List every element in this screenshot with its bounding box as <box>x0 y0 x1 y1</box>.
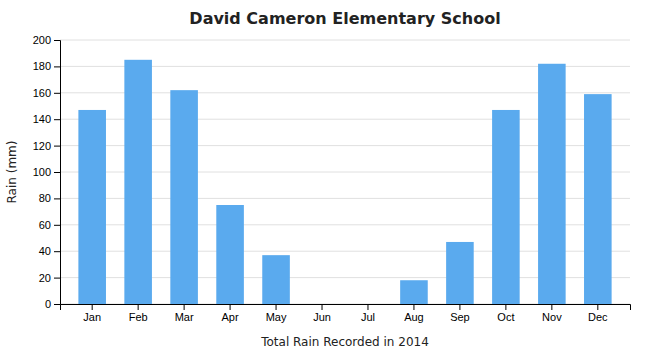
x-axis: Jan Feb Mar Apr May Jun Jul Aug Sep Oct Nov Dec <box>61 304 631 323</box>
x-tick: Aug <box>404 304 424 323</box>
plot-area: Jan Feb Mar Apr May Jun Jul Aug Sep Oct Nov Dec 0 20 4… <box>33 34 631 323</box>
y-tick: 200 <box>33 34 60 46</box>
x-tick: May <box>266 304 287 323</box>
bar <box>78 110 106 304</box>
title: David Cameron Elementary School <box>189 9 500 28</box>
y-tick: 80 <box>39 192 60 204</box>
x-tick: Jun <box>313 304 331 323</box>
bar <box>124 60 152 304</box>
x-tick-label: Apr <box>222 311 239 323</box>
x-tick: Jan <box>83 304 101 323</box>
x-tick: Nov <box>542 304 562 323</box>
x-tick-mark <box>459 304 460 310</box>
x-tick: Feb <box>129 304 148 323</box>
x-tick-mark <box>92 304 93 310</box>
y-tick-label: 200 <box>33 34 51 46</box>
y-tick: 120 <box>33 140 60 152</box>
y-tick-mark <box>54 251 60 252</box>
x-tick-mark <box>367 304 368 310</box>
x-tick-label: Jan <box>83 311 101 323</box>
y-tick-label: 40 <box>39 245 51 257</box>
chart-svg: Jan Feb Mar Apr May Jun Jul Aug Sep Oct Nov Dec 0 20 4… <box>0 0 650 360</box>
x-tick-mark <box>138 304 139 310</box>
x-tick: Sep <box>450 304 470 323</box>
bar <box>308 304 336 305</box>
y-tick-mark <box>54 66 60 67</box>
x-tick-mark <box>184 304 185 310</box>
x-tick: Dec <box>588 304 608 323</box>
y-tick-mark <box>54 172 60 173</box>
x-tick-label: Aug <box>404 311 424 323</box>
y-axis-line <box>54 41 61 305</box>
x-tick-label: Nov <box>542 311 562 323</box>
y-tick-label: 120 <box>33 140 51 152</box>
x-tick-mark <box>230 304 231 310</box>
x-tick: Apr <box>222 304 239 323</box>
y-tick: 160 <box>33 87 60 99</box>
y-tick-mark <box>54 93 60 94</box>
x-tick-label: Jul <box>361 311 375 323</box>
x-tick-label: Oct <box>497 311 514 323</box>
bar <box>262 255 290 304</box>
y-tick-mark <box>54 225 60 226</box>
y-tick: 40 <box>39 245 60 257</box>
bar <box>216 205 244 304</box>
x-tick-label: Feb <box>129 311 148 323</box>
x-tick: Oct <box>497 304 514 323</box>
y-tick: 180 <box>33 60 60 72</box>
y-axis-title: Rain (mm) <box>5 141 19 204</box>
chart-container: Jan Feb Mar Apr May Jun Jul Aug Sep Oct Nov Dec 0 20 4… <box>0 0 650 360</box>
bar <box>446 242 474 304</box>
x-tick: Mar <box>175 304 194 323</box>
x-tick-mark <box>413 304 414 310</box>
grid <box>60 40 630 304</box>
x-tick-mark <box>322 304 323 310</box>
x-tick-mark <box>597 304 598 310</box>
y-tick-label: 20 <box>39 272 51 284</box>
y-tick-mark <box>54 198 60 199</box>
x-tick-mark <box>505 304 506 310</box>
y-tick-label: 0 <box>45 298 51 310</box>
y-tick-mark <box>54 278 60 279</box>
y-tick-label: 100 <box>33 166 51 178</box>
y-tick-label: 140 <box>33 113 51 125</box>
y-tick-label: 60 <box>39 219 51 231</box>
x-tick-label: Jun <box>313 311 331 323</box>
bar <box>170 90 198 304</box>
y-tick-label: 180 <box>33 60 51 72</box>
y-tick-label: 80 <box>39 192 51 204</box>
x-tick-label: May <box>266 311 287 323</box>
bar <box>538 64 566 304</box>
x-tick-label: Dec <box>588 311 608 323</box>
y-tick-label: 160 <box>33 87 51 99</box>
x-axis-line <box>61 305 631 311</box>
y-tick: 20 <box>39 272 60 284</box>
bar <box>584 94 612 304</box>
bar <box>492 110 520 304</box>
x-axis-title: Total Rain Recorded in 2014 <box>260 335 429 349</box>
x-tick-mark <box>276 304 277 310</box>
y-tick: 140 <box>33 113 60 125</box>
y-tick: 0 <box>45 298 60 310</box>
x-tick-label: Mar <box>175 311 194 323</box>
y-tick-mark <box>54 119 60 120</box>
x-tick: Jul <box>361 304 375 323</box>
bar <box>400 280 428 304</box>
y-tick-mark <box>54 146 60 147</box>
bar <box>354 304 382 305</box>
y-tick-mark <box>54 40 60 41</box>
y-tick: 100 <box>33 166 60 178</box>
y-axis: 0 20 40 60 80 100 120 140 160 180 200 <box>33 34 61 310</box>
x-tick-label: Sep <box>450 311 470 323</box>
y-tick: 60 <box>39 219 60 231</box>
grid-line <box>60 40 630 41</box>
bars <box>78 60 611 304</box>
x-tick-mark <box>551 304 552 310</box>
y-tick-mark <box>54 304 60 305</box>
